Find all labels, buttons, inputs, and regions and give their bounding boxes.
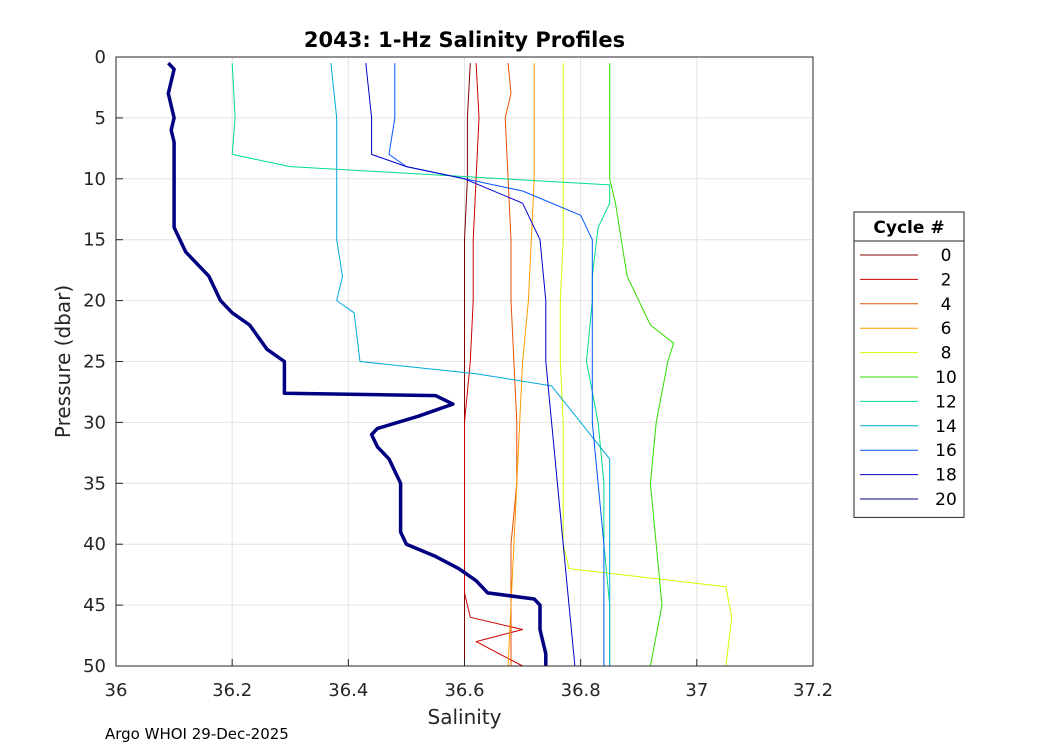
series-line-cycle-8 [559,63,733,667]
x-tick-label: 36.2 [212,680,252,701]
y-tick-label: 45 [83,595,106,616]
y-tick-label: 25 [83,352,106,373]
legend-label-cycle-18: 18 [935,466,957,486]
legend-label-cycle-6: 6 [941,319,952,339]
series-line-cycle-14 [330,63,611,666]
legend-box [853,211,965,518]
series-line-cycle-12 [231,63,611,666]
legend-label-cycle-10: 10 [935,368,957,388]
series-line-cycle-20 [166,61,548,666]
legend-label-cycle-14: 14 [935,417,957,437]
series-line-cycle-10 [609,63,675,667]
series-layer [166,61,733,667]
series-line-cycle-6 [507,63,535,667]
series-line-cycle-2 [464,63,524,667]
legend-title: Cycle # [873,218,944,238]
x-tick-label: 37.2 [793,680,833,701]
legend-label-cycle-0: 0 [941,246,952,266]
y-axis-label: Pressure (dbar) [51,285,75,438]
y-tick-label: 10 [83,169,106,190]
x-tick-label: 37 [685,680,708,701]
y-tick-label: 50 [83,656,106,677]
legend-label-cycle-20: 20 [935,490,957,510]
y-tick-label: 20 [83,291,106,312]
y-tick-label: 30 [83,412,106,433]
y-tick-label: 15 [83,230,106,251]
chart-title: 2043: 1-Hz Salinity Profiles [304,28,625,52]
tick-layer: 36 36.2 36.4 36.6 36.8 37 37.2 0 5 10 15 20 25 30 35 40… [83,47,833,701]
y-tick-label: 35 [83,473,106,494]
legend-label-cycle-16: 16 [935,441,957,461]
series-line-cycle-16 [388,63,605,666]
legend-label-cycle-4: 4 [941,295,952,315]
legend-label-cycle-8: 8 [941,344,952,364]
x-tick-label: 36 [105,680,128,701]
series-line-cycle-18 [365,63,576,667]
legend-label-cycle-12: 12 [935,392,957,412]
y-tick-label: 40 [83,534,106,555]
legend: Cycle # 0 2 4 6 8 10 12 14 16 18 20 [853,211,965,518]
footer-credit: Argo WHOI 29-Dec-2025 [105,725,289,743]
series-line-cycle-4 [504,63,518,666]
legend-label-cycle-2: 2 [941,270,952,290]
y-tick-label: 0 [95,47,106,68]
x-tick-label: 36.8 [561,680,601,701]
y-tick-label: 5 [95,108,106,129]
x-tick-label: 36.6 [444,680,484,701]
x-axis-label: Salinity [428,705,502,729]
x-tick-label: 36.4 [328,680,368,701]
